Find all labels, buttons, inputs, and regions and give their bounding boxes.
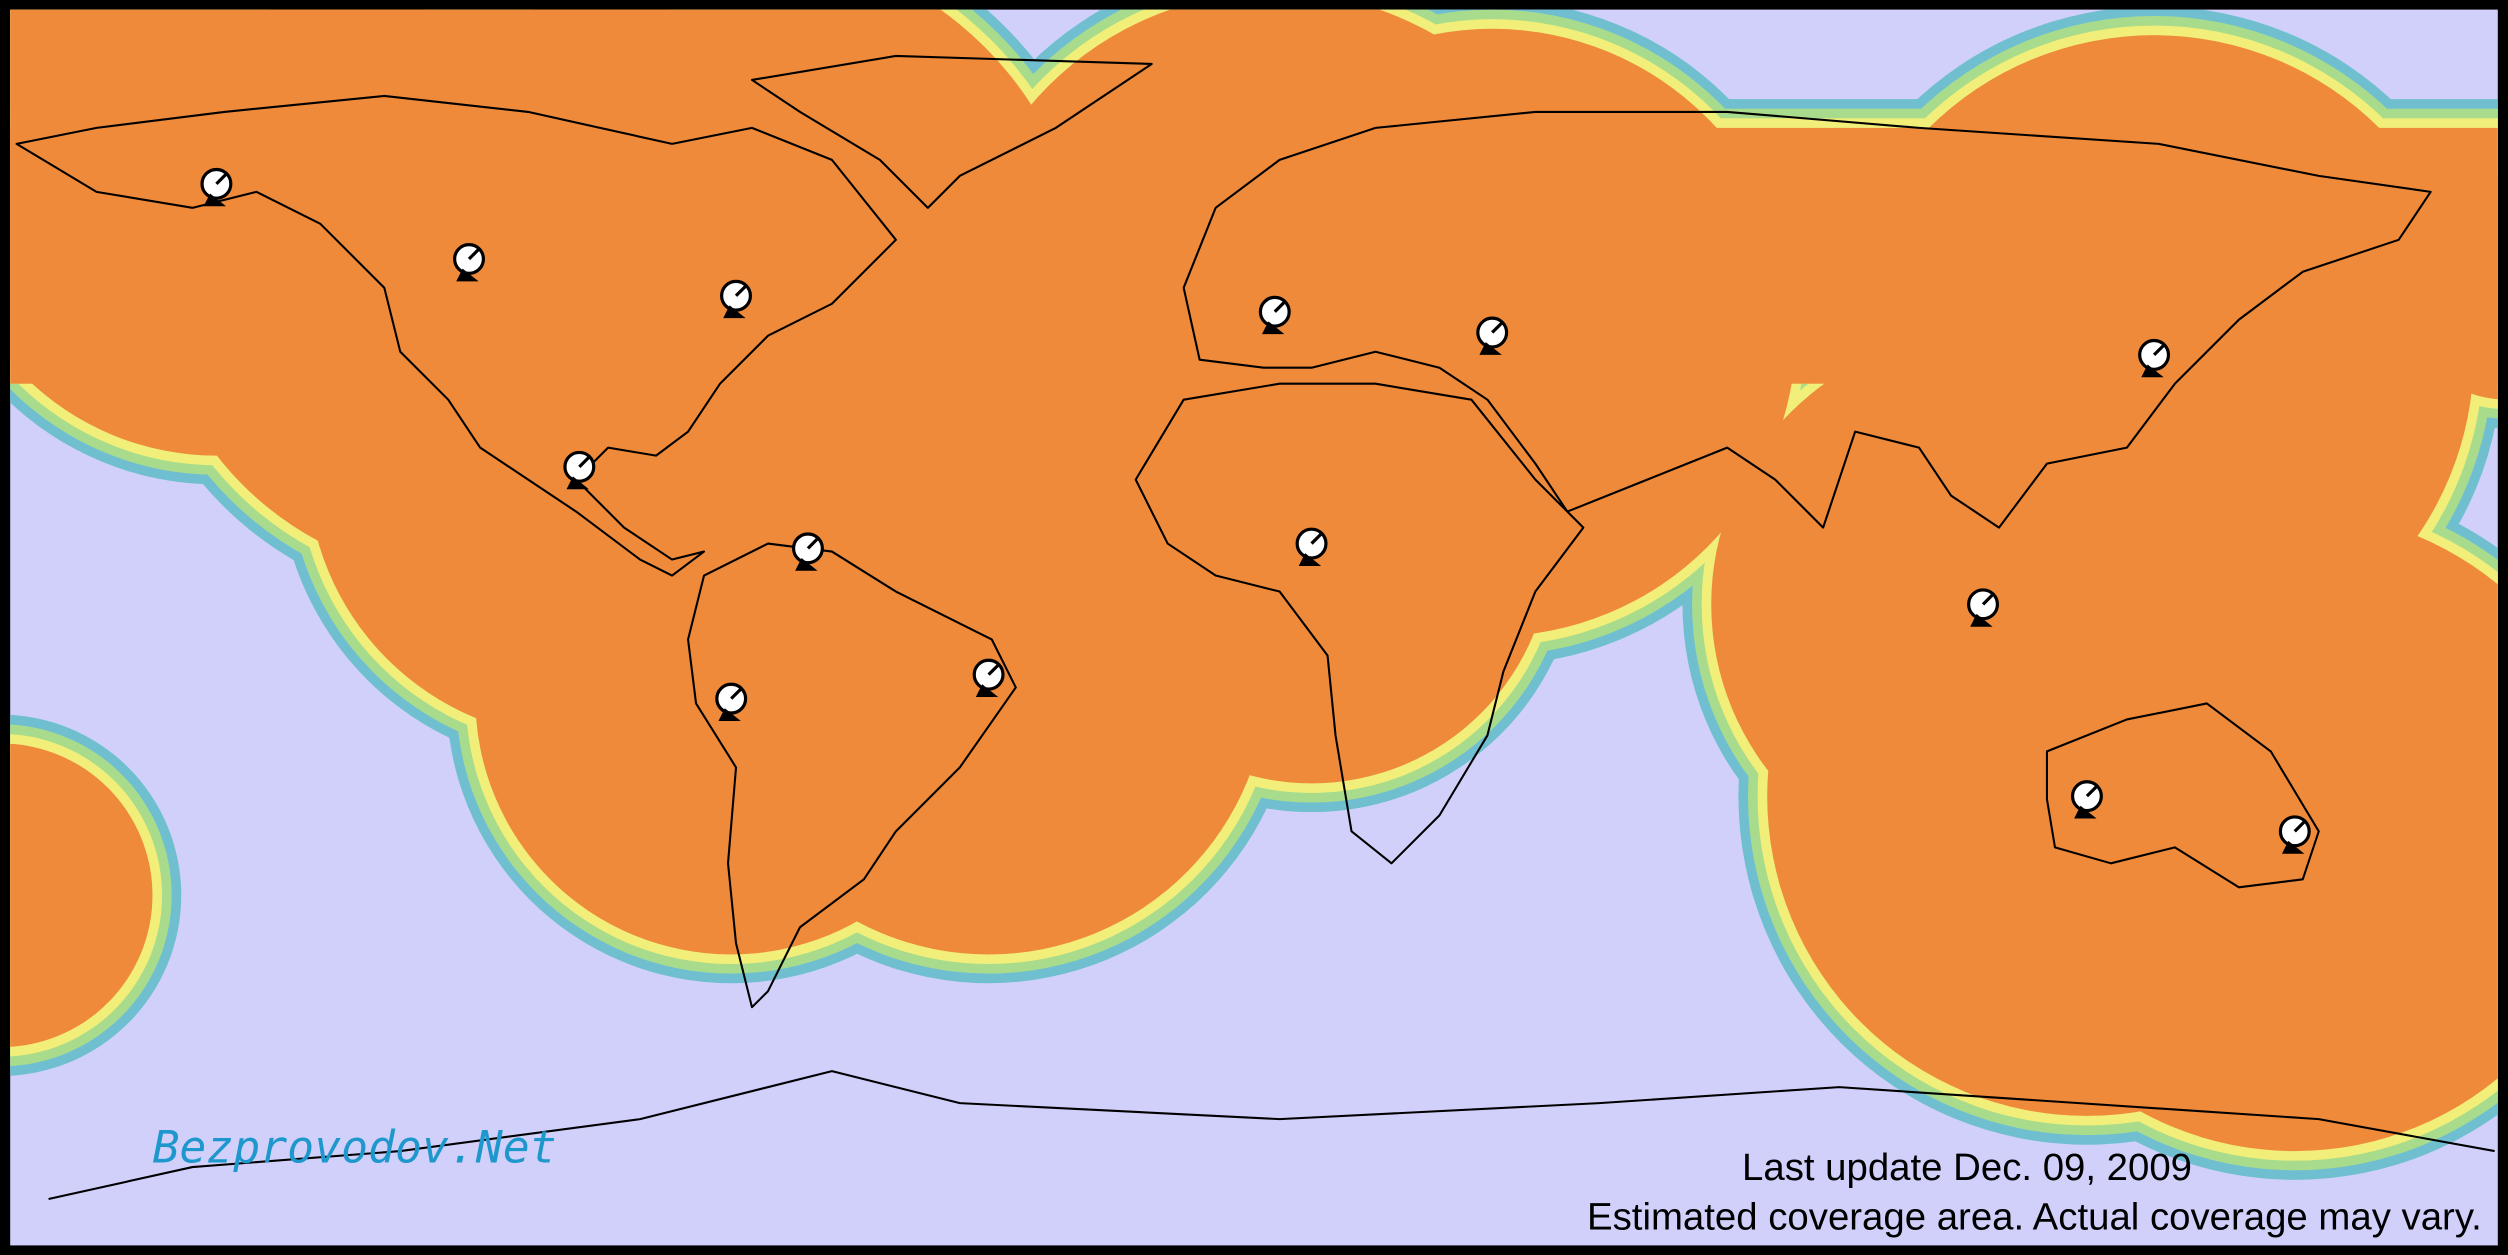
- south-america: [687, 542, 1017, 1009]
- coverage-area: [10, 743, 153, 1047]
- australia: [2045, 702, 2320, 889]
- update-text: Last update Dec. 09, 2009: [1742, 1146, 2192, 1189]
- antarctica: [48, 1070, 2495, 1201]
- eurasia: [1182, 110, 2432, 529]
- disclaimer: Estimated coverage area. Actual coverage…: [1587, 1195, 2482, 1238]
- coverage-area: [1975, 511, 2498, 1151]
- north-america: [15, 94, 897, 577]
- greenland: [750, 54, 1153, 209]
- watermark: Bezprovodov.Net: [152, 1120, 556, 1173]
- coverage-area: [10, 127, 2498, 384]
- continents: [15, 54, 2495, 1201]
- africa: [1134, 382, 1585, 865]
